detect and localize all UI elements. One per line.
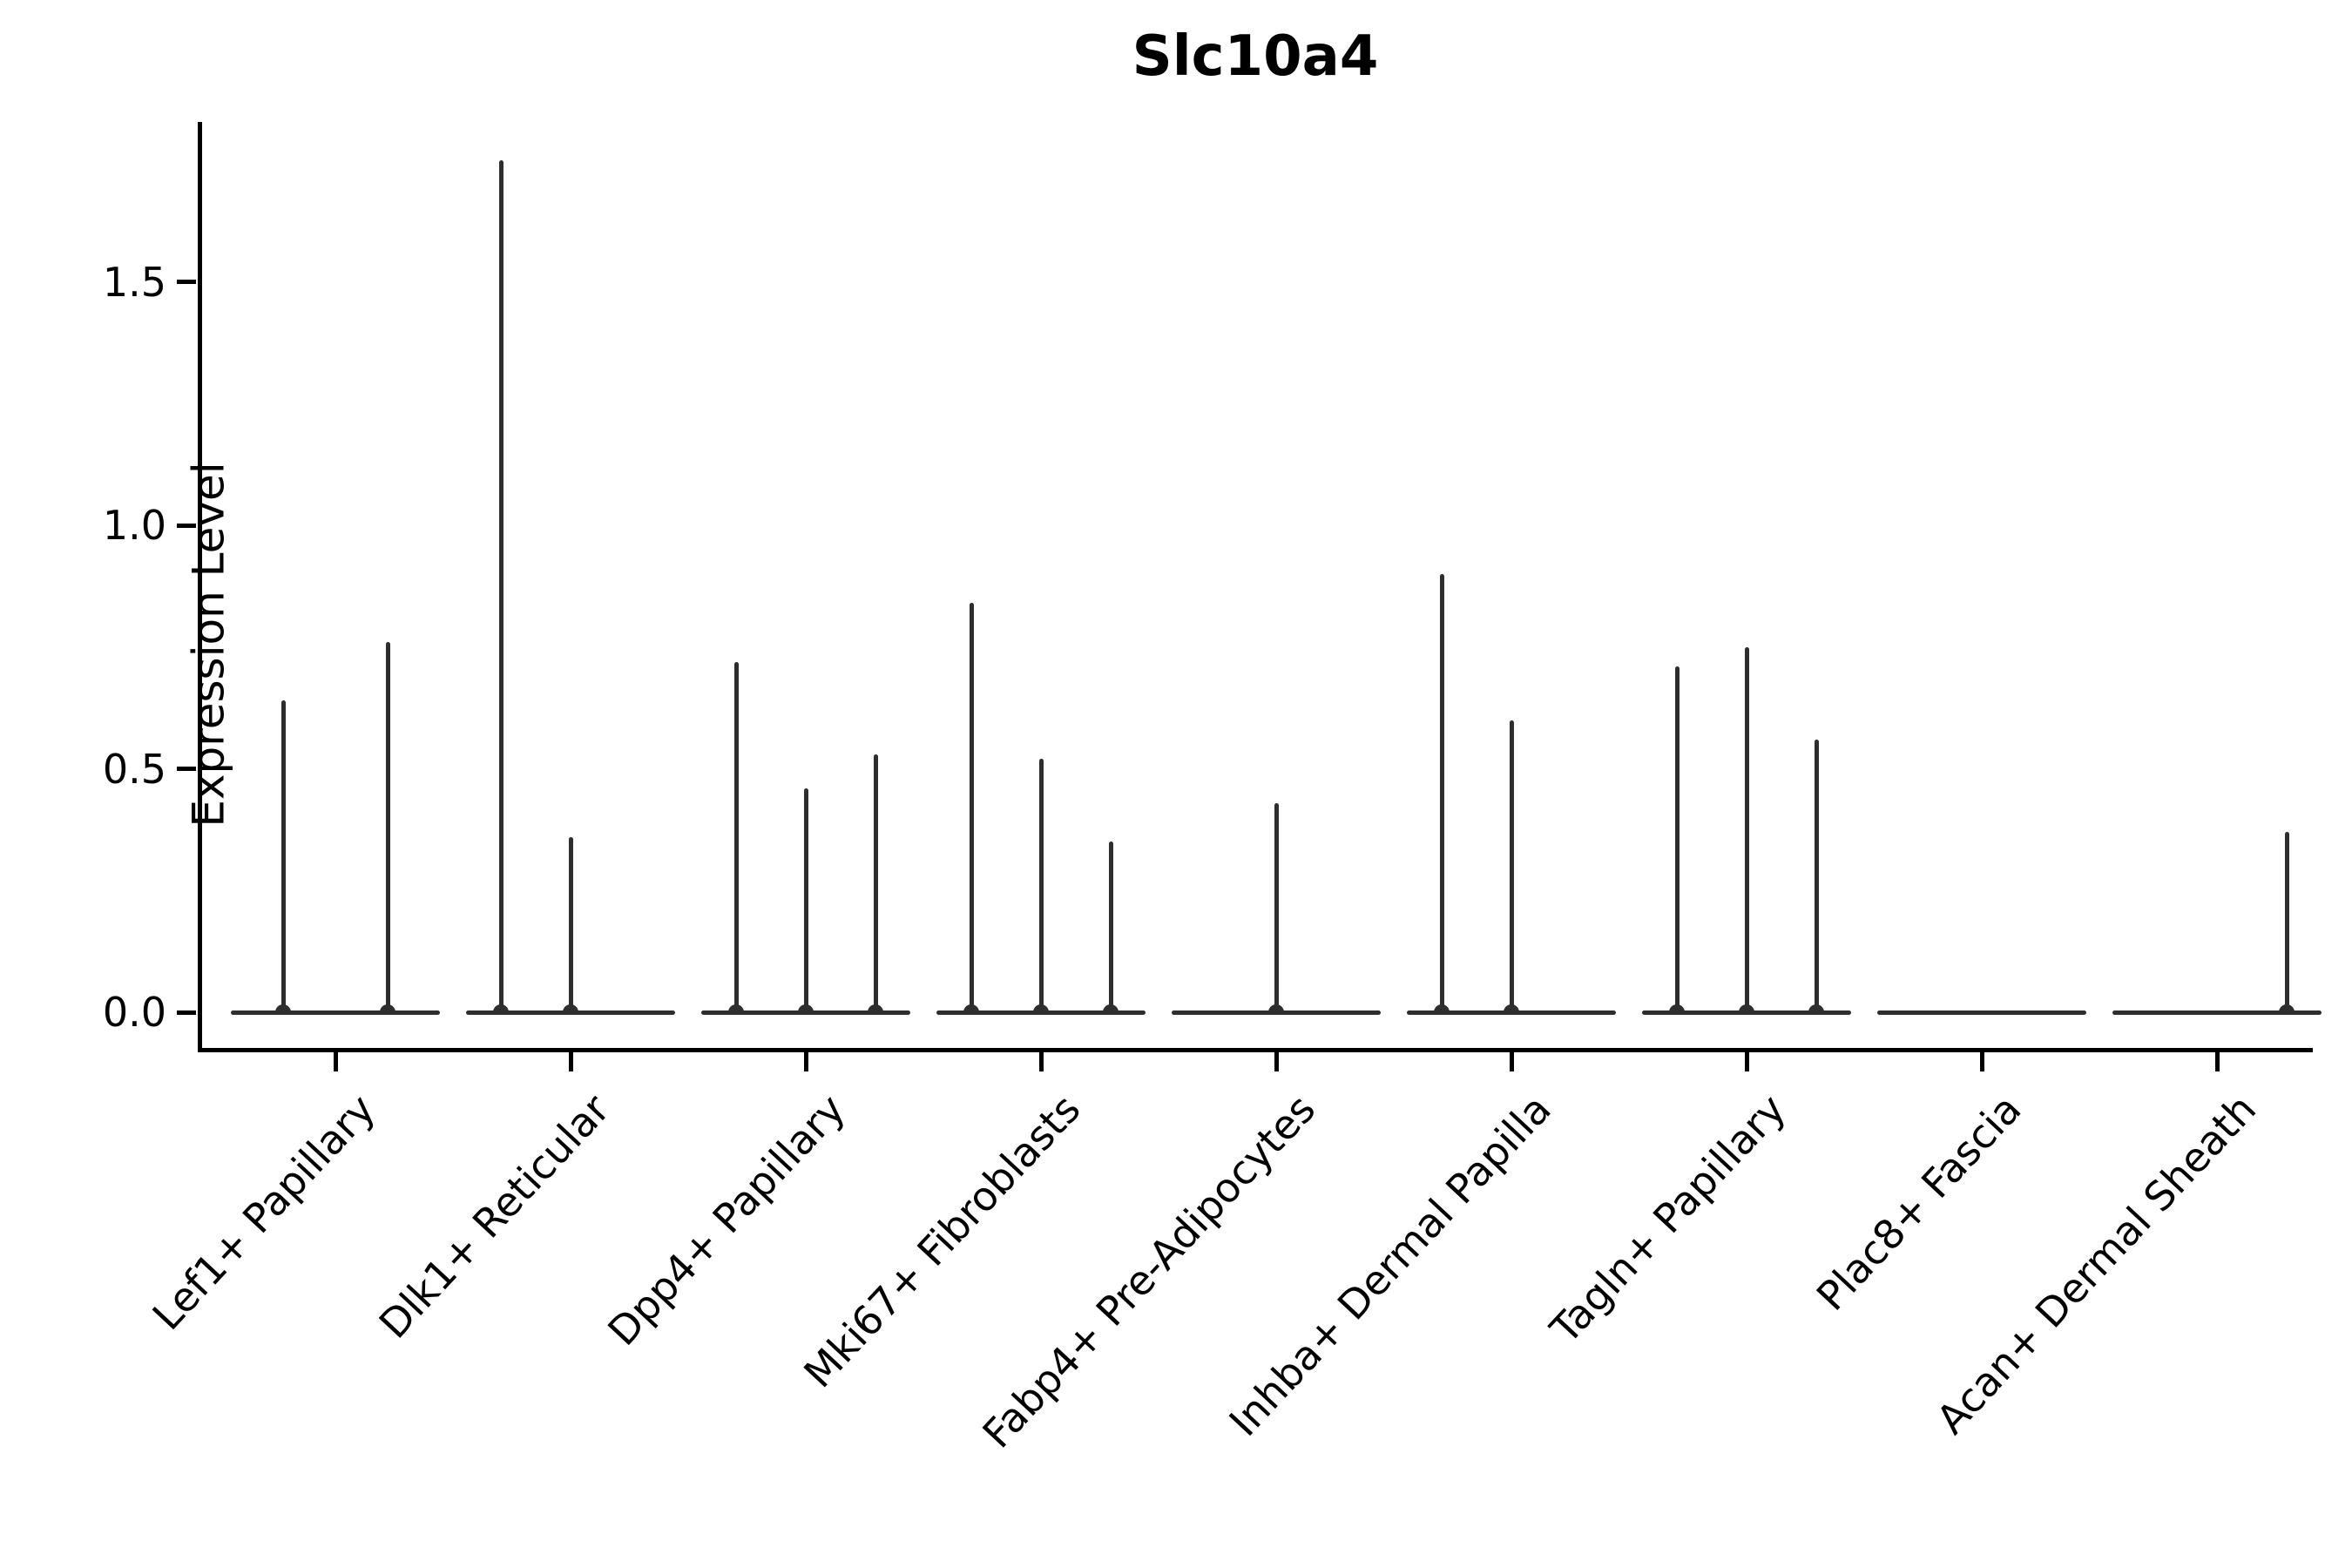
violin-baseline — [2112, 1010, 2322, 1015]
x-tick-label: Tagln+ Papillary — [1541, 1085, 1795, 1353]
violin-spike — [498, 159, 504, 1012]
violin-spike — [1509, 720, 1514, 1012]
x-tick-mark — [568, 1052, 573, 1071]
x-tick-mark — [2214, 1052, 2220, 1071]
violin-baseline — [1407, 1010, 1616, 1015]
violin-baseline — [701, 1010, 910, 1015]
violin-spike — [1674, 666, 1680, 1012]
violin-baseline — [1877, 1010, 2086, 1015]
violin-spike — [568, 836, 573, 1012]
x-tick-label: Lef1+ Papillary — [143, 1085, 384, 1339]
plot-axes — [198, 122, 2313, 1052]
x-tick-label: Dlk1+ Reticular — [370, 1085, 619, 1348]
violin-spike — [1108, 841, 1113, 1012]
violin-baseline — [466, 1010, 675, 1015]
violin-spike — [873, 754, 878, 1012]
x-tick-mark — [333, 1052, 338, 1071]
violin-baseline — [1642, 1010, 1851, 1015]
violin-spike — [1038, 759, 1044, 1012]
x-tick-label: Plac8+ Fascia — [1807, 1085, 2031, 1320]
violin-spike — [733, 661, 739, 1012]
violin-spike — [2284, 832, 2289, 1012]
violin-baseline — [1172, 1010, 1381, 1015]
violin-spike — [1274, 802, 1279, 1012]
x-tick-mark — [1274, 1052, 1279, 1071]
y-tick-mark — [177, 1010, 196, 1015]
plot-title: Slc10a4 — [1132, 24, 1379, 89]
violin-spike — [1744, 646, 1749, 1012]
violin-baseline — [231, 1010, 440, 1015]
y-tick-label: 0.5 — [102, 745, 166, 793]
violin-baseline — [936, 1010, 1146, 1015]
y-tick-label: 1.0 — [102, 502, 166, 549]
x-tick-label: Dpp4+ Papillary — [598, 1085, 855, 1355]
x-tick-mark — [1038, 1052, 1044, 1071]
x-tick-mark — [803, 1052, 808, 1071]
violin-spike — [1814, 739, 1819, 1012]
y-tick-mark — [177, 767, 196, 771]
violin-spike — [969, 603, 974, 1012]
y-tick-label: 1.5 — [102, 258, 166, 306]
y-tick-mark — [177, 280, 196, 284]
violin-spike — [803, 787, 808, 1012]
y-tick-mark — [177, 523, 196, 528]
x-tick-mark — [1979, 1052, 1984, 1071]
x-tick-mark — [1744, 1052, 1749, 1071]
y-tick-label: 0.0 — [102, 989, 166, 1036]
x-tick-mark — [1509, 1052, 1514, 1071]
violin-spike — [280, 700, 286, 1012]
violin-spike — [385, 642, 390, 1012]
violin-spike — [1439, 573, 1444, 1012]
